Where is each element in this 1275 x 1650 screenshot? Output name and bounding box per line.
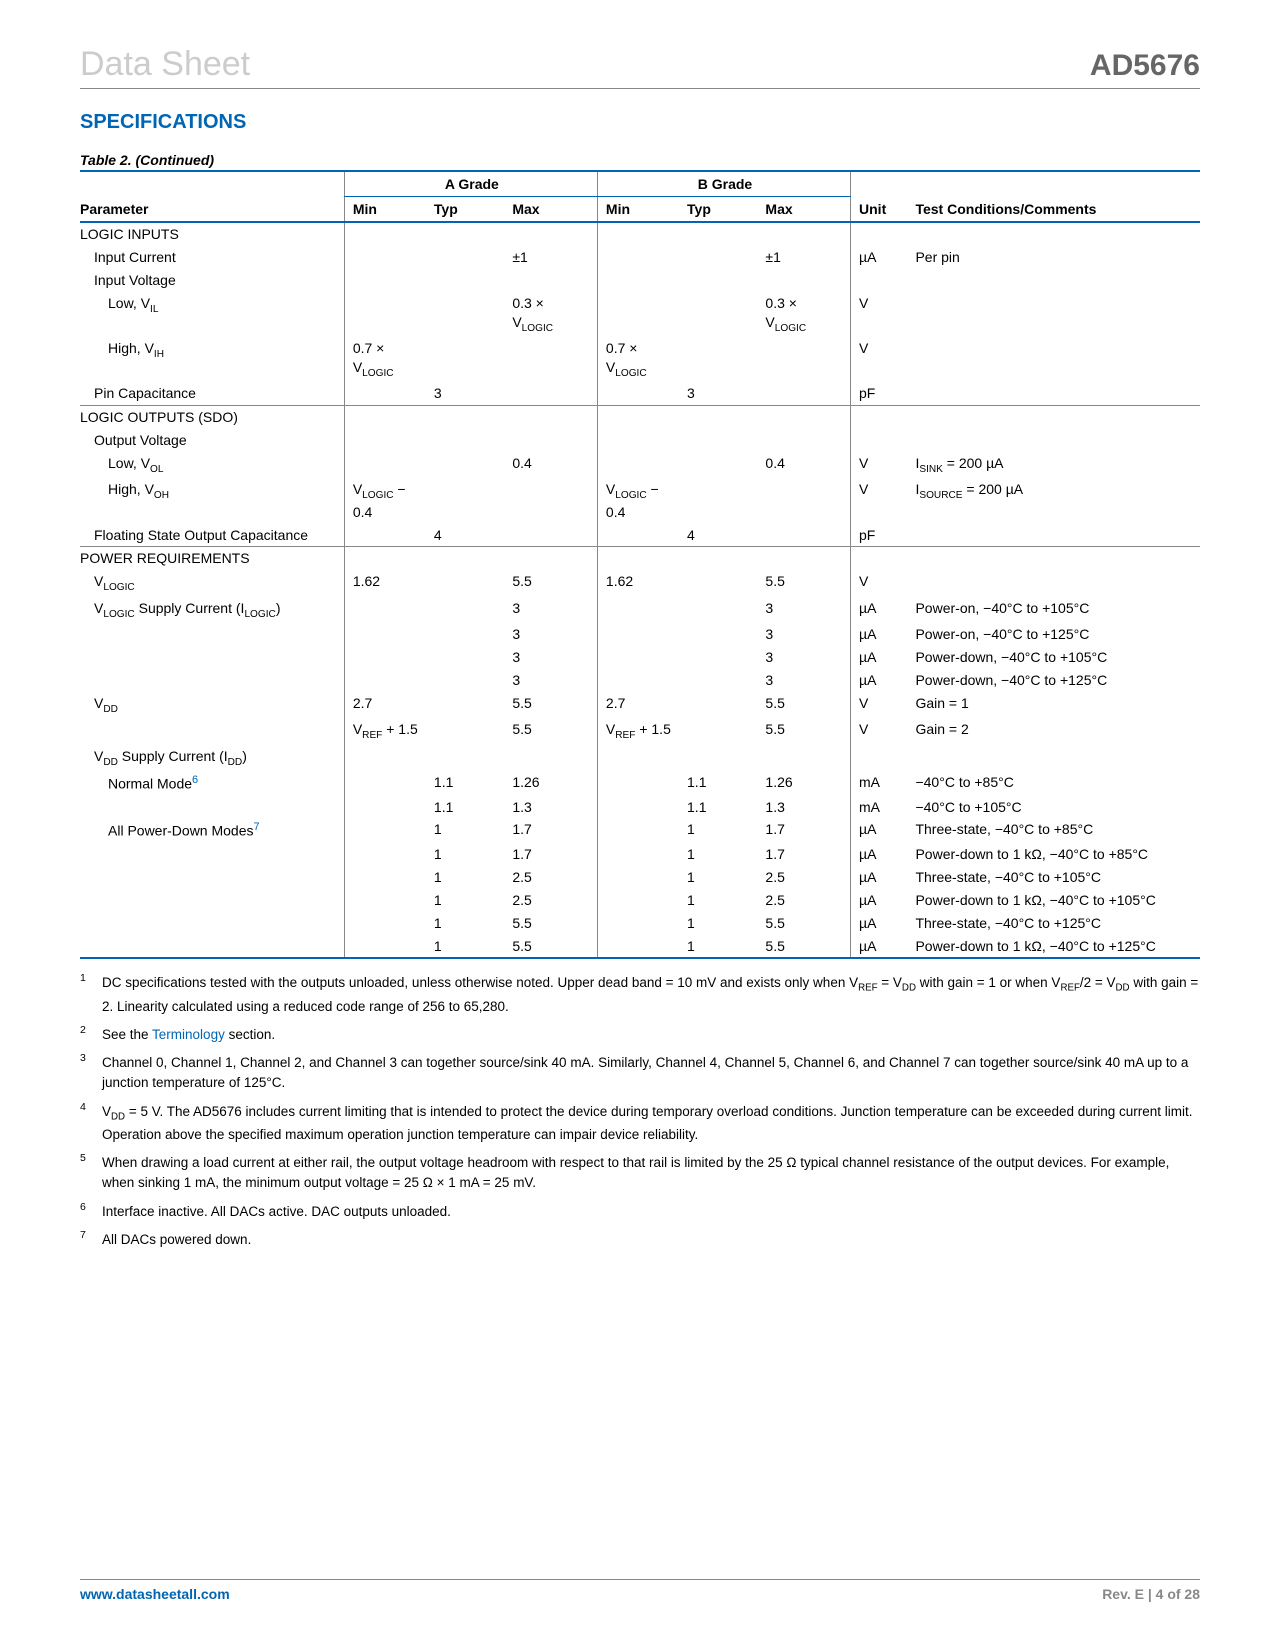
table-row: 33µAPower-on, −40°C to +125°C bbox=[80, 623, 1200, 646]
col-a-min: Min bbox=[344, 197, 434, 223]
table-row: VDD2.75.52.75.5VGain = 1 bbox=[80, 692, 1200, 718]
footnote: 2See the Terminology section. bbox=[80, 1025, 1200, 1045]
footer-page: Rev. E | 4 of 28 bbox=[1102, 1586, 1200, 1602]
table-row: 33µAPower-down, −40°C to +105°C bbox=[80, 646, 1200, 669]
col-b-typ: Typ bbox=[687, 197, 765, 223]
table-row: 15.515.5µAPower-down to 1 kΩ, −40°C to +… bbox=[80, 935, 1200, 959]
table-row: Output Voltage bbox=[80, 429, 1200, 452]
footnote: 3Channel 0, Channel 1, Channel 2, and Ch… bbox=[80, 1053, 1200, 1094]
col-grade-a: A Grade bbox=[344, 171, 597, 197]
table-row: Normal Mode61.11.261.11.26mA−40°C to +85… bbox=[80, 771, 1200, 796]
table-row: Input Voltage bbox=[80, 269, 1200, 292]
footnote: 6Interface inactive. All DACs active. DA… bbox=[80, 1202, 1200, 1222]
specifications-table: Parameter A Grade B Grade Unit Test Cond… bbox=[80, 170, 1200, 959]
table-row: 33µAPower-down, −40°C to +125°C bbox=[80, 669, 1200, 692]
section-title: SPECIFICATIONS bbox=[80, 111, 1200, 134]
table-caption: Table 2. (Continued) bbox=[80, 152, 1200, 168]
header-left: Data Sheet bbox=[80, 45, 250, 84]
table-row: 12.512.5µAPower-down to 1 kΩ, −40°C to +… bbox=[80, 889, 1200, 912]
table-row: 1.11.31.11.3mA−40°C to +105°C bbox=[80, 796, 1200, 819]
table-row: 15.515.5µAThree-state, −40°C to +125°C bbox=[80, 912, 1200, 935]
table-row: VLOGIC Supply Current (ILOGIC)33µAPower-… bbox=[80, 597, 1200, 623]
table-row: VDD Supply Current (IDD) bbox=[80, 745, 1200, 771]
col-parameter: Parameter bbox=[80, 171, 344, 222]
table-row: 11.711.7µAPower-down to 1 kΩ, −40°C to +… bbox=[80, 843, 1200, 866]
table-row: POWER REQUIREMENTS bbox=[80, 547, 1200, 570]
footnote: 7All DACs powered down. bbox=[80, 1230, 1200, 1250]
table-row: 12.512.5µAThree-state, −40°C to +105°C bbox=[80, 866, 1200, 889]
header-right: AD5676 bbox=[1090, 49, 1200, 83]
table-row: LOGIC INPUTS bbox=[80, 222, 1200, 246]
col-unit: Unit bbox=[851, 171, 916, 222]
table-row: LOGIC OUTPUTS (SDO) bbox=[80, 406, 1200, 429]
table-row: Pin Capacitance33pF bbox=[80, 382, 1200, 405]
table-row: VLOGIC1.625.51.625.5V bbox=[80, 570, 1200, 596]
footnote: 5When drawing a load current at either r… bbox=[80, 1153, 1200, 1194]
footnote: 4VDD = 5 V. The AD5676 includes current … bbox=[80, 1102, 1200, 1146]
page-footer: www.datasheetall.com Rev. E | 4 of 28 bbox=[80, 1579, 1200, 1602]
table-row: High, VIH0.7 ×VLOGIC0.7 ×VLOGICV bbox=[80, 337, 1200, 382]
table-row: Low, VIL0.3 ×VLOGIC0.3 ×VLOGICV bbox=[80, 292, 1200, 337]
table-row: Floating State Output Capacitance44pF bbox=[80, 524, 1200, 547]
col-grade-b: B Grade bbox=[597, 171, 850, 197]
col-b-min: Min bbox=[597, 197, 687, 223]
table-row: Low, VOL0.40.4VISINK = 200 µA bbox=[80, 452, 1200, 478]
footnote: 1DC specifications tested with the outpu… bbox=[80, 973, 1200, 1017]
col-a-typ: Typ bbox=[434, 197, 512, 223]
footnotes: 1DC specifications tested with the outpu… bbox=[80, 973, 1200, 1250]
table-row: VREF + 1.55.5VREF + 1.55.5VGain = 2 bbox=[80, 718, 1200, 744]
col-a-max: Max bbox=[512, 197, 597, 223]
col-conditions: Test Conditions/Comments bbox=[915, 171, 1200, 222]
footer-link[interactable]: www.datasheetall.com bbox=[80, 1586, 230, 1602]
table-row: All Power-Down Modes711.711.7µAThree-sta… bbox=[80, 818, 1200, 843]
table-row: Input Current±1±1µAPer pin bbox=[80, 246, 1200, 269]
table-row: High, VOHVLOGIC −0.4VLOGIC −0.4VISOURCE … bbox=[80, 478, 1200, 523]
col-b-max: Max bbox=[765, 197, 850, 223]
page-header: Data Sheet AD5676 bbox=[80, 45, 1200, 89]
